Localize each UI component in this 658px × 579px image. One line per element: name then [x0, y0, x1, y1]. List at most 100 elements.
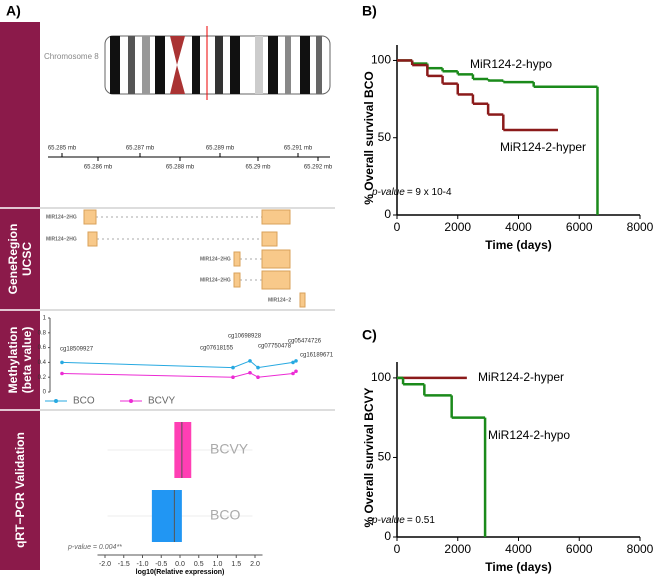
x-tick-label: 4000 [505, 542, 532, 556]
x-tick-label: -2.0 [99, 561, 111, 568]
methylation-point [248, 359, 252, 363]
methylation-point [294, 369, 298, 374]
ruler-label: 65.29 mb [245, 165, 271, 171]
y-axis-label: % Overall survival BCO [362, 71, 376, 204]
methylation-point [291, 360, 295, 365]
x-tick-label: 0.0 [175, 561, 185, 568]
series-label: MiR124-2-hyper [500, 140, 586, 154]
y-tick-label: 0.2 [38, 375, 47, 381]
x-tick-label: 2.0 [250, 561, 260, 568]
annotation-value: = 9 x 10-4 [407, 187, 452, 198]
box-label: BCO [210, 507, 240, 523]
y-tick-label: 1 [43, 316, 47, 322]
methylation-point [231, 365, 235, 370]
y-tick-label: 0.8 [38, 330, 47, 336]
methylation-point [231, 375, 235, 380]
methylation-point [294, 359, 298, 363]
x-tick-label: 8000 [627, 542, 654, 556]
ruler-label: 65.291 mb [284, 146, 313, 152]
methylation-line [61, 370, 297, 378]
y-tick-label: 0 [384, 207, 391, 221]
legend-label: BCO [73, 396, 95, 407]
annotation: p-value = 9 x 10-4 [371, 187, 452, 198]
section-label: qRT−PCR Validation [13, 432, 27, 548]
legend-marker [54, 399, 58, 403]
chromosome [104, 26, 331, 100]
x-axis-label: Time (days) [485, 238, 551, 252]
methylation-point [248, 370, 252, 375]
y-tick-label: 50 [378, 450, 392, 464]
x-tick-label: 1.0 [213, 561, 223, 568]
ruler-label: 65.292 mb [304, 165, 333, 171]
chromosome-label: Chromosome 8 [44, 52, 99, 61]
sidebar [0, 22, 40, 570]
ruler-label: 65.288 mb [166, 165, 195, 171]
series-label: MiR124-2-hypo [488, 428, 570, 442]
cpg-label: cg10698928 [228, 334, 262, 340]
ruler [48, 153, 330, 161]
ruler-label: 65.285 mb [48, 146, 77, 152]
x-tick-label: 2000 [444, 542, 471, 556]
x-tick-label: 6000 [566, 220, 593, 234]
ruler-label: 65.286 mb [84, 165, 113, 171]
ruler-label: 65.287 mb [126, 146, 155, 152]
y-tick-label: 0.4 [38, 360, 47, 366]
box [174, 422, 192, 478]
gene-label: MIR124−2HG [200, 277, 231, 283]
legend-label: BCVY [148, 396, 176, 407]
panel-label: A) [6, 3, 21, 19]
x-tick-label: 0 [394, 542, 401, 556]
section-label: UCSC [20, 242, 34, 276]
methylation-point [291, 371, 295, 376]
y-tick-label: 0 [384, 529, 391, 543]
panel-label: B) [362, 3, 377, 19]
x-tick-label: 8000 [627, 220, 654, 234]
x-tick-label: 6000 [566, 542, 593, 556]
section-label: GeneRegion [6, 224, 20, 295]
gene-tracks [83, 209, 306, 308]
x-tick-label: 0.5 [194, 561, 204, 568]
methylation-line [61, 360, 297, 369]
annotation-value: = 0.51 [407, 515, 436, 526]
legend-marker [129, 399, 133, 403]
series-label: MiR124-2-hyper [478, 370, 564, 384]
gene-label: MIR124−2HG [46, 236, 77, 242]
gene-label: MIR124−2HG [200, 256, 231, 262]
x-axis-label: log10(Relative expression) [136, 569, 225, 576]
methylation-point [60, 360, 64, 365]
x-tick-label: 1.5 [231, 561, 241, 568]
y-tick-label: 0.6 [38, 345, 47, 351]
x-tick-label: 4000 [505, 220, 532, 234]
cpg-label: cg07750478 [258, 344, 292, 350]
gene-label: MIR124−2 [268, 297, 291, 303]
y-tick-label: 100 [371, 370, 391, 384]
panel-label: C) [362, 327, 377, 343]
section-label: (beta value) [20, 327, 34, 394]
y-tick-label: 0 [43, 390, 47, 396]
x-tick-label: 0 [394, 220, 401, 234]
annotation-italic: p-value [371, 187, 405, 198]
box-label: BCVY [210, 441, 249, 457]
x-tick-label: -1.5 [118, 561, 130, 568]
methylation-point [256, 365, 260, 370]
annotation: p-value = 0.004** [67, 544, 122, 551]
y-tick-label: 100 [371, 53, 391, 67]
methylation-point [256, 375, 260, 380]
cpg-label: cg18509927 [60, 347, 94, 353]
series-label: MiR124-2-hypo [470, 57, 552, 71]
y-axis-label: % Overall survival BCVY [362, 387, 376, 527]
x-tick-label: -0.5 [155, 561, 167, 568]
x-tick-label: 2000 [444, 220, 471, 234]
x-axis-label: Time (days) [485, 560, 551, 574]
cpg-label: cg05474726 [288, 339, 322, 345]
box [151, 490, 182, 542]
cpg-label: cg07618155 [200, 346, 234, 352]
section-label: Methylation [6, 327, 20, 394]
cpg-label: cg16189671 [300, 353, 334, 359]
methylation-point [60, 371, 64, 376]
x-tick-label: -1.0 [136, 561, 148, 568]
y-tick-label: 50 [378, 130, 392, 144]
annotation-italic: p-value [371, 515, 405, 526]
gene-label: MIR124−2HG [46, 214, 77, 220]
